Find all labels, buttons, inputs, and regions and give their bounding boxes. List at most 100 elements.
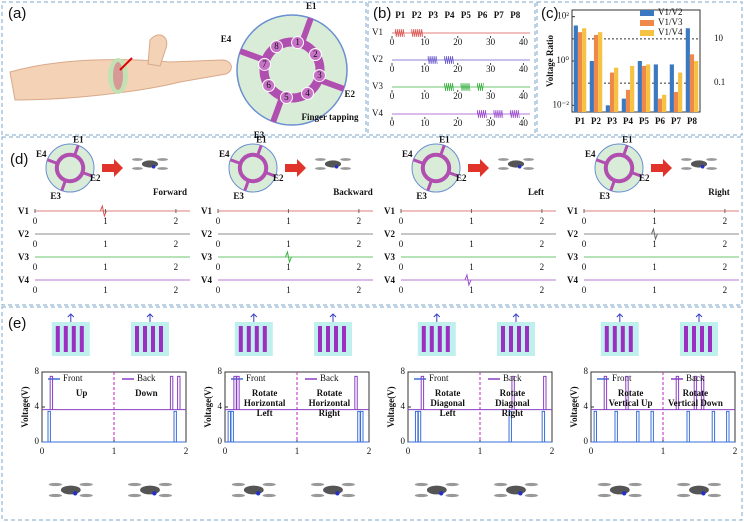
drone-body <box>689 485 709 495</box>
label: 0 <box>582 239 587 249</box>
drone-rotor <box>315 167 326 170</box>
label: Back <box>686 373 705 383</box>
icon-arrow <box>512 313 520 322</box>
point <box>312 69 326 83</box>
label: E3 <box>254 130 265 140</box>
label: E4 <box>219 149 230 159</box>
electrode <box>439 144 446 157</box>
label: 1 <box>103 285 108 295</box>
grid-icon <box>254 326 259 352</box>
grid-icon <box>342 326 346 352</box>
label: E2 <box>90 173 101 183</box>
grid-icon <box>151 326 155 352</box>
bar <box>577 32 583 112</box>
grid-icon <box>135 326 139 352</box>
drone-rotor <box>706 167 717 170</box>
electrode <box>595 158 608 165</box>
grid-icon <box>708 326 712 352</box>
drone-rotor <box>498 158 509 161</box>
drone-rotor <box>158 482 172 487</box>
label: 1 <box>286 285 291 295</box>
label: 30 <box>486 64 496 74</box>
label: 0 <box>390 64 395 74</box>
burst <box>493 109 504 119</box>
drone-rotor <box>132 167 143 170</box>
drone-light <box>335 491 340 496</box>
label: V1/V3 <box>658 17 683 27</box>
label: 1 <box>469 216 474 226</box>
label: 4 <box>218 401 223 411</box>
drone-rotor <box>231 493 245 498</box>
grid-icon <box>318 326 322 352</box>
burst <box>460 82 471 92</box>
electrode <box>412 158 425 165</box>
label: E2 <box>456 173 467 183</box>
drone-light <box>700 164 705 169</box>
bar <box>673 91 679 112</box>
label: 1 <box>286 262 291 272</box>
label: Rotate <box>683 388 709 398</box>
label: 0 <box>406 446 411 456</box>
label: Back <box>137 373 156 383</box>
spike <box>650 227 658 241</box>
drone-body <box>609 485 630 495</box>
arm-illustration <box>9 34 232 101</box>
drone-rotor <box>311 482 325 487</box>
pulse <box>169 375 174 410</box>
pulse <box>508 410 512 442</box>
grid-icon <box>445 326 450 352</box>
label: P8 <box>510 10 520 20</box>
burst <box>477 109 487 119</box>
bar <box>573 25 578 113</box>
label: Backward <box>333 187 373 197</box>
electrode <box>46 158 59 165</box>
drone-light <box>439 491 444 496</box>
drone-light <box>622 491 627 496</box>
label: 0 <box>40 446 45 456</box>
drone-rotor <box>79 482 93 487</box>
pulse <box>49 375 54 410</box>
pulse <box>614 410 618 442</box>
bar <box>685 28 690 113</box>
label: 20 <box>453 118 463 128</box>
burst <box>477 82 484 92</box>
label: 8 <box>401 366 406 376</box>
pulse <box>360 410 364 442</box>
drone-rotor <box>157 158 169 161</box>
label: 10 <box>714 33 724 43</box>
drone-rotor <box>494 493 508 498</box>
bar <box>630 65 635 112</box>
label: Back <box>503 373 522 383</box>
label: 0 <box>216 285 221 295</box>
spike <box>99 204 107 218</box>
bar <box>598 32 603 112</box>
pulse <box>675 375 680 410</box>
label: 2 <box>357 262 362 272</box>
label: V2 <box>567 229 578 239</box>
label: Rotate <box>252 388 278 398</box>
label: 0 <box>582 285 587 295</box>
grid-icon <box>525 326 529 352</box>
label: Finger tapping <box>301 112 359 122</box>
grid-icon <box>63 326 68 352</box>
ring <box>237 152 269 184</box>
label: Left <box>528 187 544 197</box>
label: 8 <box>35 366 40 376</box>
label: 2 <box>357 216 362 226</box>
label: 1 <box>478 446 483 456</box>
bar <box>625 89 631 112</box>
label: V1/V4 <box>658 27 683 37</box>
label: 2 <box>367 446 372 456</box>
label: 2 <box>540 262 545 272</box>
grid-icon <box>501 326 505 352</box>
icon-arrow <box>695 313 703 322</box>
label: Forward <box>153 187 187 197</box>
pulse <box>541 410 546 442</box>
label: P7 <box>494 10 504 20</box>
label: 0 <box>399 239 404 249</box>
label: 40 <box>519 118 529 128</box>
label: 1 <box>295 446 300 456</box>
pulse <box>636 410 640 442</box>
label: P3 <box>428 10 438 20</box>
label: E4 <box>36 149 47 159</box>
